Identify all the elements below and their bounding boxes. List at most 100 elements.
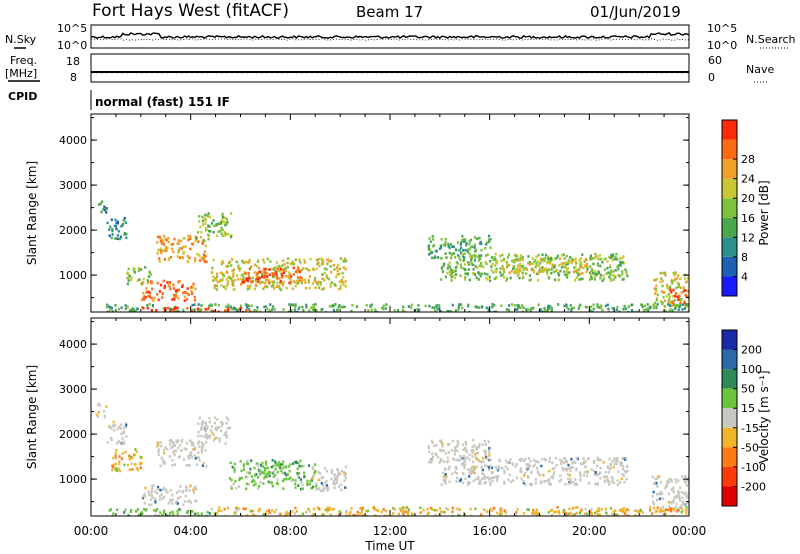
data-cell bbox=[305, 267, 308, 270]
data-cell bbox=[550, 268, 553, 271]
data-cell bbox=[332, 308, 335, 312]
data-cell bbox=[117, 440, 120, 443]
data-cell bbox=[283, 478, 286, 481]
data-cell bbox=[128, 468, 131, 472]
data-cell bbox=[233, 467, 236, 471]
data-cell bbox=[494, 258, 497, 261]
data-cell bbox=[479, 257, 482, 260]
data-cell bbox=[171, 510, 174, 514]
data-cell bbox=[191, 441, 194, 445]
data-cell bbox=[568, 466, 571, 470]
data-cell bbox=[149, 498, 152, 501]
data-cell bbox=[287, 275, 290, 278]
data-cell bbox=[201, 464, 204, 467]
data-cell bbox=[411, 514, 414, 516]
data-cell bbox=[304, 281, 307, 284]
data-cell bbox=[565, 304, 568, 307]
data-cell bbox=[173, 293, 176, 297]
data-cell bbox=[562, 253, 565, 256]
data-cell bbox=[150, 281, 154, 284]
data-cell bbox=[477, 475, 480, 479]
data-cell bbox=[342, 283, 345, 286]
data-cell bbox=[235, 260, 239, 264]
data-cell bbox=[621, 472, 624, 476]
data-cell bbox=[540, 259, 543, 263]
data-cell bbox=[257, 467, 260, 471]
data-cell bbox=[462, 259, 465, 262]
data-cell bbox=[473, 444, 476, 447]
data-cell bbox=[232, 482, 235, 486]
data-cell bbox=[488, 458, 491, 462]
data-cell bbox=[439, 507, 442, 510]
data-cell bbox=[611, 460, 614, 463]
data-cell bbox=[438, 461, 441, 464]
data-cell bbox=[126, 282, 129, 286]
data-cell bbox=[344, 465, 347, 469]
data-cell bbox=[521, 304, 524, 307]
data-cell bbox=[499, 271, 502, 274]
data-cell bbox=[491, 476, 494, 480]
data-cell bbox=[267, 480, 270, 484]
data-cell bbox=[307, 280, 310, 284]
data-cell bbox=[332, 482, 335, 485]
data-cell bbox=[273, 307, 276, 311]
data-cell bbox=[258, 508, 261, 511]
data-cell bbox=[448, 251, 451, 255]
data-cell bbox=[227, 506, 230, 510]
data-cell bbox=[285, 510, 288, 514]
data-cell bbox=[594, 278, 597, 281]
data-cell bbox=[659, 493, 662, 496]
data-cell bbox=[189, 452, 192, 456]
data-cell bbox=[589, 258, 592, 261]
data-cell bbox=[275, 272, 278, 275]
data-cell bbox=[569, 469, 572, 473]
data-cell bbox=[547, 304, 550, 308]
data-cell bbox=[231, 258, 234, 261]
data-cell bbox=[212, 275, 215, 279]
data-cell bbox=[622, 261, 625, 265]
data-cell bbox=[333, 268, 336, 271]
data-cell bbox=[448, 480, 451, 484]
data-cell bbox=[249, 509, 252, 513]
data-cell bbox=[268, 470, 271, 474]
data-cell bbox=[652, 304, 655, 307]
data-cell bbox=[599, 458, 602, 462]
data-cell bbox=[219, 429, 223, 433]
data-cell bbox=[676, 295, 679, 298]
data-cell bbox=[177, 250, 180, 253]
data-cell bbox=[116, 442, 119, 445]
data-cell bbox=[671, 301, 674, 304]
data-cell bbox=[478, 480, 481, 484]
data-cell bbox=[108, 228, 111, 231]
data-cell bbox=[175, 306, 178, 310]
data-cell bbox=[237, 309, 240, 312]
data-cell bbox=[310, 479, 313, 482]
data-cell bbox=[495, 270, 498, 274]
data-cell bbox=[279, 466, 282, 469]
data-cell bbox=[450, 279, 453, 282]
data-cell bbox=[488, 481, 492, 485]
data-cell bbox=[505, 261, 509, 264]
data-cell bbox=[109, 305, 112, 309]
data-cell bbox=[440, 459, 443, 463]
data-cell bbox=[403, 310, 406, 312]
data-cell bbox=[590, 508, 593, 511]
data-cell bbox=[337, 287, 341, 291]
data-cell bbox=[680, 496, 683, 500]
cpid-label: CPID bbox=[8, 90, 37, 103]
data-cell bbox=[170, 438, 173, 442]
data-cell bbox=[204, 448, 207, 452]
data-cell bbox=[246, 284, 249, 288]
date-label: 01/Jun/2019 bbox=[590, 3, 681, 21]
data-cell bbox=[494, 465, 497, 469]
data-cell bbox=[326, 506, 329, 510]
data-cell bbox=[356, 510, 359, 514]
data-cell bbox=[620, 508, 623, 511]
data-cell bbox=[203, 435, 206, 438]
data-cell bbox=[156, 487, 159, 491]
data-cell bbox=[248, 259, 251, 262]
data-cell bbox=[226, 220, 229, 224]
data-cell bbox=[247, 304, 250, 308]
data-cell bbox=[324, 508, 327, 512]
data-cell bbox=[185, 298, 189, 301]
